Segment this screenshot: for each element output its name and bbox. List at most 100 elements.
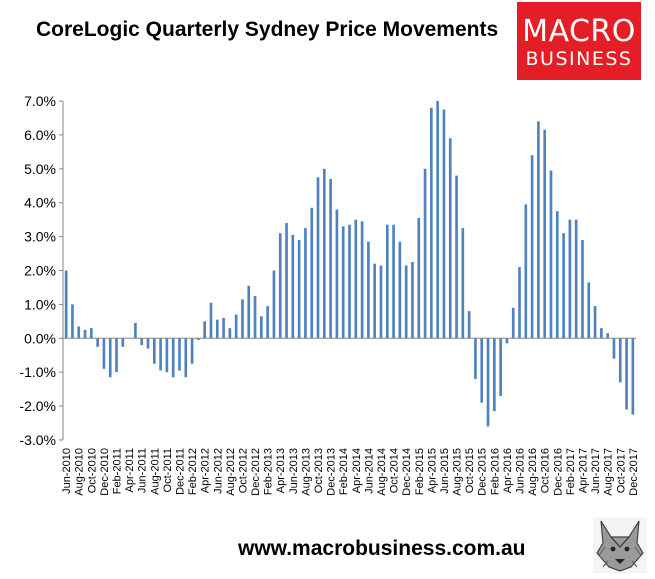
bar — [152, 338, 156, 364]
bar — [291, 234, 295, 339]
bar — [322, 168, 326, 339]
x-tick-label: Apr-2011 — [124, 448, 136, 492]
x-tick-label: Feb-2013 — [263, 448, 275, 495]
bar — [96, 338, 99, 347]
bar — [367, 241, 370, 339]
bar — [593, 306, 597, 339]
bar — [600, 328, 603, 339]
bar — [209, 302, 213, 339]
x-tick-label: Apr-2013 — [275, 448, 287, 493]
bar — [612, 338, 616, 359]
bar — [178, 338, 181, 371]
bar — [587, 282, 591, 339]
bar — [511, 307, 515, 339]
x-tick-label: Oct-2014 — [389, 448, 401, 493]
bar — [304, 228, 307, 339]
bar — [329, 178, 332, 339]
y-tick-label: -3.0% — [19, 432, 56, 448]
bar — [115, 338, 118, 373]
bar — [90, 328, 93, 339]
bar — [373, 263, 377, 339]
bar — [467, 311, 471, 339]
bar — [285, 223, 288, 339]
bar — [574, 219, 578, 339]
bar — [310, 207, 314, 339]
bar — [480, 338, 484, 403]
bar — [335, 209, 339, 339]
x-tick-label: Aug-2012 — [225, 448, 237, 496]
y-tick-label: 4.0% — [24, 195, 56, 211]
bar — [140, 338, 144, 346]
bar — [385, 224, 389, 339]
macrobusiness-logo: MACRO BUSINESS — [517, 2, 641, 80]
bar — [430, 107, 433, 339]
x-tick-label: Jun-2012 — [212, 448, 224, 494]
bar — [215, 319, 219, 339]
x-tick-label: Jun-2011 — [137, 448, 149, 493]
x-tick-label: Oct-2016 — [540, 448, 552, 493]
logo-line-business: BUSINESS — [525, 48, 633, 70]
bar — [159, 338, 162, 371]
bar — [228, 328, 232, 339]
x-tick-label: Oct-2015 — [464, 448, 476, 493]
bar — [184, 338, 188, 378]
x-tick-label: Apr-2015 — [426, 448, 438, 493]
bar — [455, 175, 458, 339]
x-tick-label: Apr-2017 — [577, 448, 589, 493]
bar — [461, 228, 465, 339]
y-tick-label: -2.0% — [19, 398, 56, 414]
x-tick-label: Jun-2016 — [515, 448, 527, 494]
bar — [392, 224, 395, 339]
bar — [71, 304, 74, 339]
bar — [505, 338, 509, 344]
bar — [543, 129, 547, 339]
x-tick-label: Jun-2010 — [61, 448, 73, 494]
bar — [171, 338, 175, 378]
x-tick-label: Apr-2014 — [351, 448, 363, 493]
bar — [411, 262, 414, 339]
y-tick-label: 5.0% — [24, 161, 56, 177]
x-tick-label: Feb-2016 — [489, 448, 501, 495]
bar — [234, 314, 238, 339]
bar — [203, 321, 206, 339]
x-tick-label: Dec-2010 — [99, 448, 111, 496]
x-tick-label: Jun-2015 — [439, 448, 451, 494]
bar — [134, 323, 137, 339]
chart-title: CoreLogic Quarterly Sydney Price Movemen… — [36, 18, 499, 41]
bar — [436, 101, 439, 339]
x-tick-label: Oct-2013 — [313, 448, 325, 493]
bar — [631, 338, 635, 415]
bar — [64, 270, 68, 339]
y-tick-label: 0.0% — [24, 330, 56, 346]
x-tick-label: Oct-2012 — [237, 448, 249, 493]
x-tick-label: Apr-2012 — [200, 448, 212, 493]
bar — [537, 121, 540, 339]
y-tick-label: 7.0% — [24, 93, 56, 109]
bar — [165, 338, 169, 373]
x-tick-label: Dec-2014 — [401, 448, 413, 496]
bar — [448, 138, 452, 339]
x-tick-label: Aug-2015 — [452, 448, 464, 496]
x-tick-label: Aug-2011 — [149, 448, 161, 495]
y-tick-label: 3.0% — [24, 229, 56, 245]
x-tick-label: Feb-2011 — [112, 448, 124, 494]
x-tick-label: Aug-2014 — [376, 448, 388, 496]
x-tick-label: Dec-2017 — [628, 448, 640, 496]
bar — [247, 285, 251, 339]
y-tick-label: 2.0% — [24, 263, 56, 279]
bar — [360, 221, 364, 339]
bar — [442, 109, 446, 339]
x-tick-label: Dec-2013 — [326, 448, 338, 496]
x-tick-label: Oct-2010 — [86, 448, 98, 493]
bar — [266, 306, 269, 339]
bar — [253, 295, 257, 339]
bar — [77, 326, 81, 339]
bar — [241, 299, 244, 339]
x-tick-label: Dec-2012 — [250, 448, 262, 496]
x-tick-label: Dec-2011 — [174, 448, 186, 495]
x-tick-label: Feb-2015 — [414, 448, 426, 495]
bar — [606, 333, 609, 339]
bar — [108, 338, 112, 378]
bar — [272, 270, 276, 339]
